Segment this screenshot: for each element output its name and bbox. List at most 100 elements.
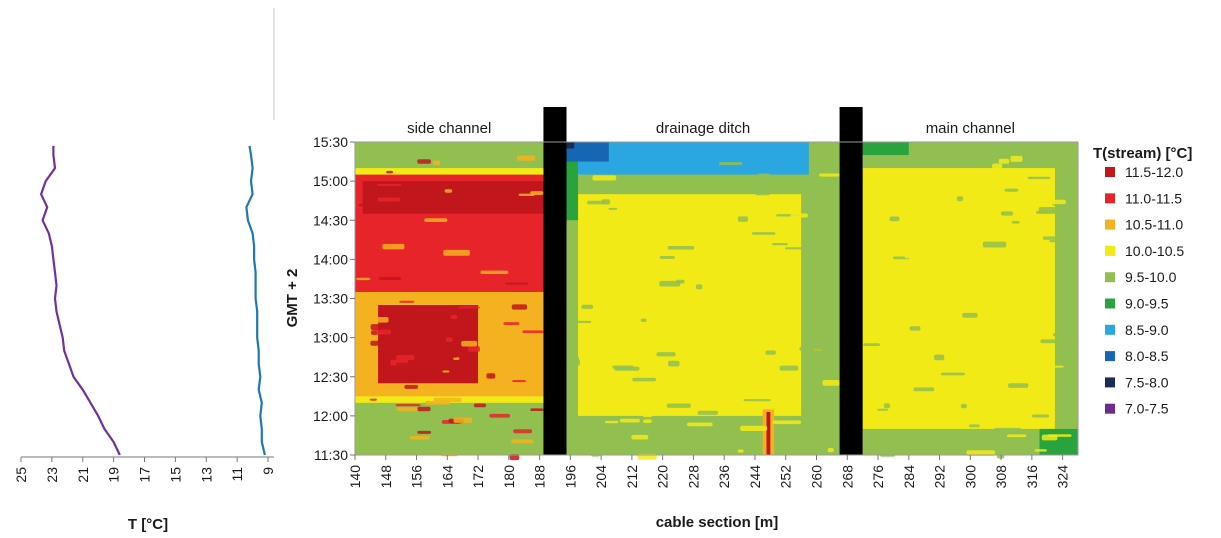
heatmap-streak <box>424 401 450 405</box>
heatmap-x-tick-label: 308 <box>993 465 1009 489</box>
legend-swatch <box>1105 403 1115 414</box>
heatmap-streak <box>877 408 889 411</box>
heatmap-streak <box>644 274 673 280</box>
heatmap-x-tick-label: 300 <box>962 465 978 489</box>
heatmap-streak <box>434 352 458 358</box>
heatmap-streak <box>631 434 649 440</box>
heatmap-streak <box>370 340 380 346</box>
heatmap-streak <box>503 322 520 326</box>
heatmap-streak <box>891 300 904 306</box>
line-chart-x-title: T [°C] <box>128 516 168 533</box>
heatmap-zone <box>566 142 609 162</box>
heatmap-zone <box>766 411 771 455</box>
heatmap-streak <box>755 190 770 196</box>
heatmap-x-tick-label: 268 <box>839 465 855 489</box>
heatmap-streak <box>1020 268 1049 274</box>
heatmap-x-tick-label: 252 <box>778 465 794 489</box>
heatmap-streak <box>743 399 771 402</box>
heatmap-streak <box>1004 188 1019 192</box>
heatmap-streak <box>913 387 935 392</box>
heatmap-x-tick-label: 172 <box>470 465 486 489</box>
heatmap-streak <box>1049 240 1058 243</box>
heatmap-streak <box>807 398 817 403</box>
heatmap-streak <box>1058 308 1068 315</box>
heatmap-streak <box>814 187 828 193</box>
legend-label: 10.0-10.5 <box>1125 243 1184 259</box>
heatmap-streak <box>409 297 422 300</box>
heatmap-streak <box>931 448 954 451</box>
legend-label: 8.5-9.0 <box>1125 322 1169 338</box>
heatmap-streak <box>697 410 718 415</box>
heatmap-streak <box>356 277 371 281</box>
heatmap-streak <box>614 366 640 371</box>
heatmap-streak <box>604 420 619 424</box>
heatmap-y-tick-label: 14:00 <box>313 251 348 267</box>
temperature-series-2 <box>245 145 266 456</box>
heatmap-streak <box>960 403 967 409</box>
heatmap-streak <box>432 160 441 166</box>
heatmap-streak <box>720 264 735 269</box>
heatmap-x-tick-label: 164 <box>439 465 455 489</box>
heatmap-streak <box>494 371 517 374</box>
heatmap-streak <box>453 357 460 360</box>
heatmap-y-tick-label: 15:00 <box>313 173 348 189</box>
heatmap-streak <box>659 256 675 259</box>
legend-swatch <box>1105 193 1115 204</box>
heatmap-streak <box>610 404 620 409</box>
heatmap-streak <box>891 349 915 353</box>
heatmap-streak <box>523 322 538 327</box>
heatmap-zone <box>578 142 809 175</box>
section-label: side channel <box>407 120 491 137</box>
heatmap-streak <box>382 243 405 250</box>
heatmap-streak <box>374 329 392 335</box>
legend-title: T(stream) [°C] <box>1093 145 1192 162</box>
legend-swatch <box>1105 245 1115 256</box>
heatmap-streak <box>505 282 529 285</box>
section-label: main channel <box>926 120 1015 137</box>
legend-swatch <box>1105 351 1115 362</box>
heatmap-streak <box>802 299 821 303</box>
legend-label: 10.5-11.0 <box>1125 217 1183 233</box>
heatmap-streak <box>405 256 430 261</box>
heatmap-streak <box>377 183 402 186</box>
heatmap-streak <box>370 324 384 330</box>
heatmap-streak <box>592 175 617 181</box>
heatmap-streak <box>409 435 430 440</box>
heatmap-streak <box>922 226 950 230</box>
heatmap-streak <box>667 245 695 250</box>
heatmap-x-tick-label: 276 <box>870 465 886 489</box>
stream-temperature-heatmap: side channel drainage ditch main channel 1… <box>284 107 1079 531</box>
heatmap-streak <box>823 437 836 441</box>
heatmap-streak <box>417 406 431 412</box>
line-chart-ticks: 25 23 21 19 17 15 13 11 9 <box>13 457 276 483</box>
heatmap-streak <box>1010 155 1023 162</box>
heatmap-streak <box>1003 232 1012 239</box>
heatmap-streak <box>779 365 799 371</box>
heatmap-x-tick-label: 228 <box>685 465 701 489</box>
heatmap-streak <box>992 163 1003 170</box>
heatmap-streak <box>909 326 921 331</box>
heatmap-y-tick-label: 14:30 <box>313 212 348 228</box>
heatmap-streak <box>772 420 802 425</box>
heatmap-streak <box>601 199 611 205</box>
heatmap-streak <box>378 277 402 281</box>
heatmap-y-title: GMT + 2 <box>284 269 301 328</box>
heatmap-streak <box>872 305 896 310</box>
heatmap-streak <box>1064 166 1078 173</box>
heatmap-streak <box>453 417 473 423</box>
heatmap-streak <box>473 403 487 408</box>
heatmap-streak <box>737 449 744 453</box>
heatmap-streak <box>450 314 458 319</box>
heatmap-streak <box>1040 339 1066 344</box>
heatmap-x-tick-label: 140 <box>347 465 363 489</box>
line-chart-tick-label: 11 <box>229 467 245 482</box>
legend-label: 11.5-12.0 <box>1125 164 1183 180</box>
heatmap-streak <box>399 300 415 303</box>
heatmap-streak <box>904 254 928 259</box>
heatmap-streak <box>666 403 691 408</box>
heatmap-streak <box>676 377 698 381</box>
heatmap-x-ticks: 140 148 156 164 172 180 188 196 204 212 220 228 236 2… <box>347 455 1071 488</box>
heatmap-streak <box>969 368 998 372</box>
heatmap-x-tick-label: 260 <box>808 465 824 489</box>
